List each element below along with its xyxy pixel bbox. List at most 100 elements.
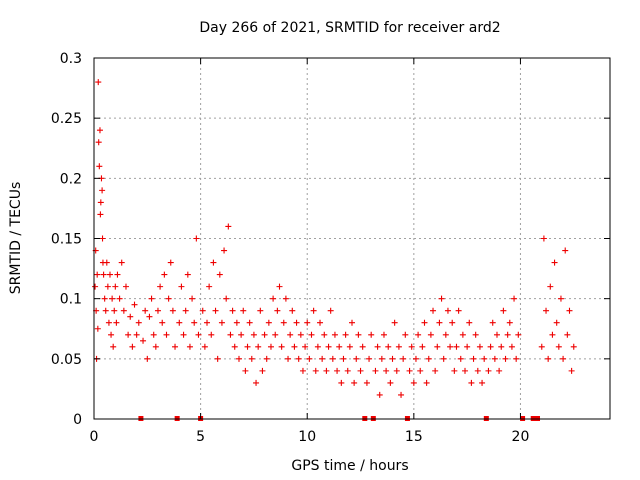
data-point [515, 331, 522, 338]
chart-title: Day 266 of 2021, SRMTID for receiver ard… [199, 20, 500, 36]
data-point [163, 331, 170, 338]
data-point [285, 355, 292, 362]
data-point [317, 319, 324, 326]
data-point [201, 343, 208, 350]
data-point [406, 367, 413, 374]
data-point [116, 295, 123, 302]
data-point [398, 391, 405, 398]
x-tick-labels: 0 5 10 15 20 [90, 429, 530, 445]
data-point [293, 319, 300, 326]
data-points [92, 79, 577, 398]
data-point [372, 367, 379, 374]
data-point [323, 367, 330, 374]
data-point [184, 271, 191, 278]
data-point [231, 343, 238, 350]
data-point [302, 343, 309, 350]
data-point [257, 307, 264, 314]
data-point [472, 331, 479, 338]
data-point [511, 295, 518, 302]
data-point [129, 343, 136, 350]
data-point [193, 235, 200, 242]
data-point [291, 343, 298, 350]
data-point [118, 259, 125, 266]
data-point [103, 259, 110, 266]
data-point [295, 355, 302, 362]
data-point [94, 271, 101, 278]
data-point [359, 343, 366, 350]
data-point [334, 367, 341, 374]
data-point [114, 271, 121, 278]
data-point [223, 295, 230, 302]
data-point [376, 391, 383, 398]
data-point [218, 319, 225, 326]
data-point [204, 319, 211, 326]
data-point [312, 367, 319, 374]
data-point [412, 355, 419, 362]
data-point [195, 331, 202, 338]
data-point [289, 307, 296, 314]
data-point [100, 271, 107, 278]
data-point [395, 343, 402, 350]
data-point [127, 313, 134, 320]
y-tick-label: 0.05 [51, 352, 82, 368]
data-point [267, 343, 274, 350]
data-point [560, 355, 567, 362]
data-point [481, 355, 488, 362]
data-point [178, 283, 185, 290]
y-axis-label: SRMTID / TECUs [8, 182, 24, 295]
data-point [282, 295, 289, 302]
data-point [96, 127, 103, 134]
data-point [462, 367, 469, 374]
data-point [96, 163, 103, 170]
data-point [449, 319, 456, 326]
data-point [504, 331, 511, 338]
data-point [383, 367, 390, 374]
data-point [551, 259, 558, 266]
y-tick-label: 0.25 [51, 111, 82, 127]
data-point [191, 319, 198, 326]
data-point [265, 319, 272, 326]
data-point [325, 343, 332, 350]
data-point [199, 307, 206, 314]
data-point [368, 331, 375, 338]
data-point [378, 355, 385, 362]
data-point [280, 319, 287, 326]
grid-lines [94, 58, 610, 419]
data-point [180, 331, 187, 338]
data-point [208, 331, 215, 338]
data-point [502, 355, 509, 362]
data-point [491, 355, 498, 362]
y-tick-label: 0.3 [60, 51, 82, 67]
data-point [120, 307, 127, 314]
y-tick-label: 0.15 [51, 232, 82, 248]
data-point [287, 331, 294, 338]
data-point [214, 355, 221, 362]
data-point [549, 331, 556, 338]
data-point [489, 319, 496, 326]
data-point [408, 343, 415, 350]
data-point [152, 343, 159, 350]
data-point [402, 331, 409, 338]
data-point [564, 331, 571, 338]
data-point [393, 367, 400, 374]
data-point [169, 307, 176, 314]
data-point [459, 331, 466, 338]
data-point [466, 319, 473, 326]
data-point [308, 331, 315, 338]
data-point [274, 307, 281, 314]
data-point [423, 379, 430, 386]
data-point [154, 307, 161, 314]
data-point [457, 355, 464, 362]
data-point [167, 259, 174, 266]
data-point [400, 355, 407, 362]
data-point [479, 379, 486, 386]
data-point [391, 319, 398, 326]
data-point [157, 283, 164, 290]
data-point [342, 331, 349, 338]
data-point [92, 283, 99, 290]
data-point [105, 319, 112, 326]
data-point [380, 331, 387, 338]
data-point [468, 379, 475, 386]
data-point [244, 343, 251, 350]
